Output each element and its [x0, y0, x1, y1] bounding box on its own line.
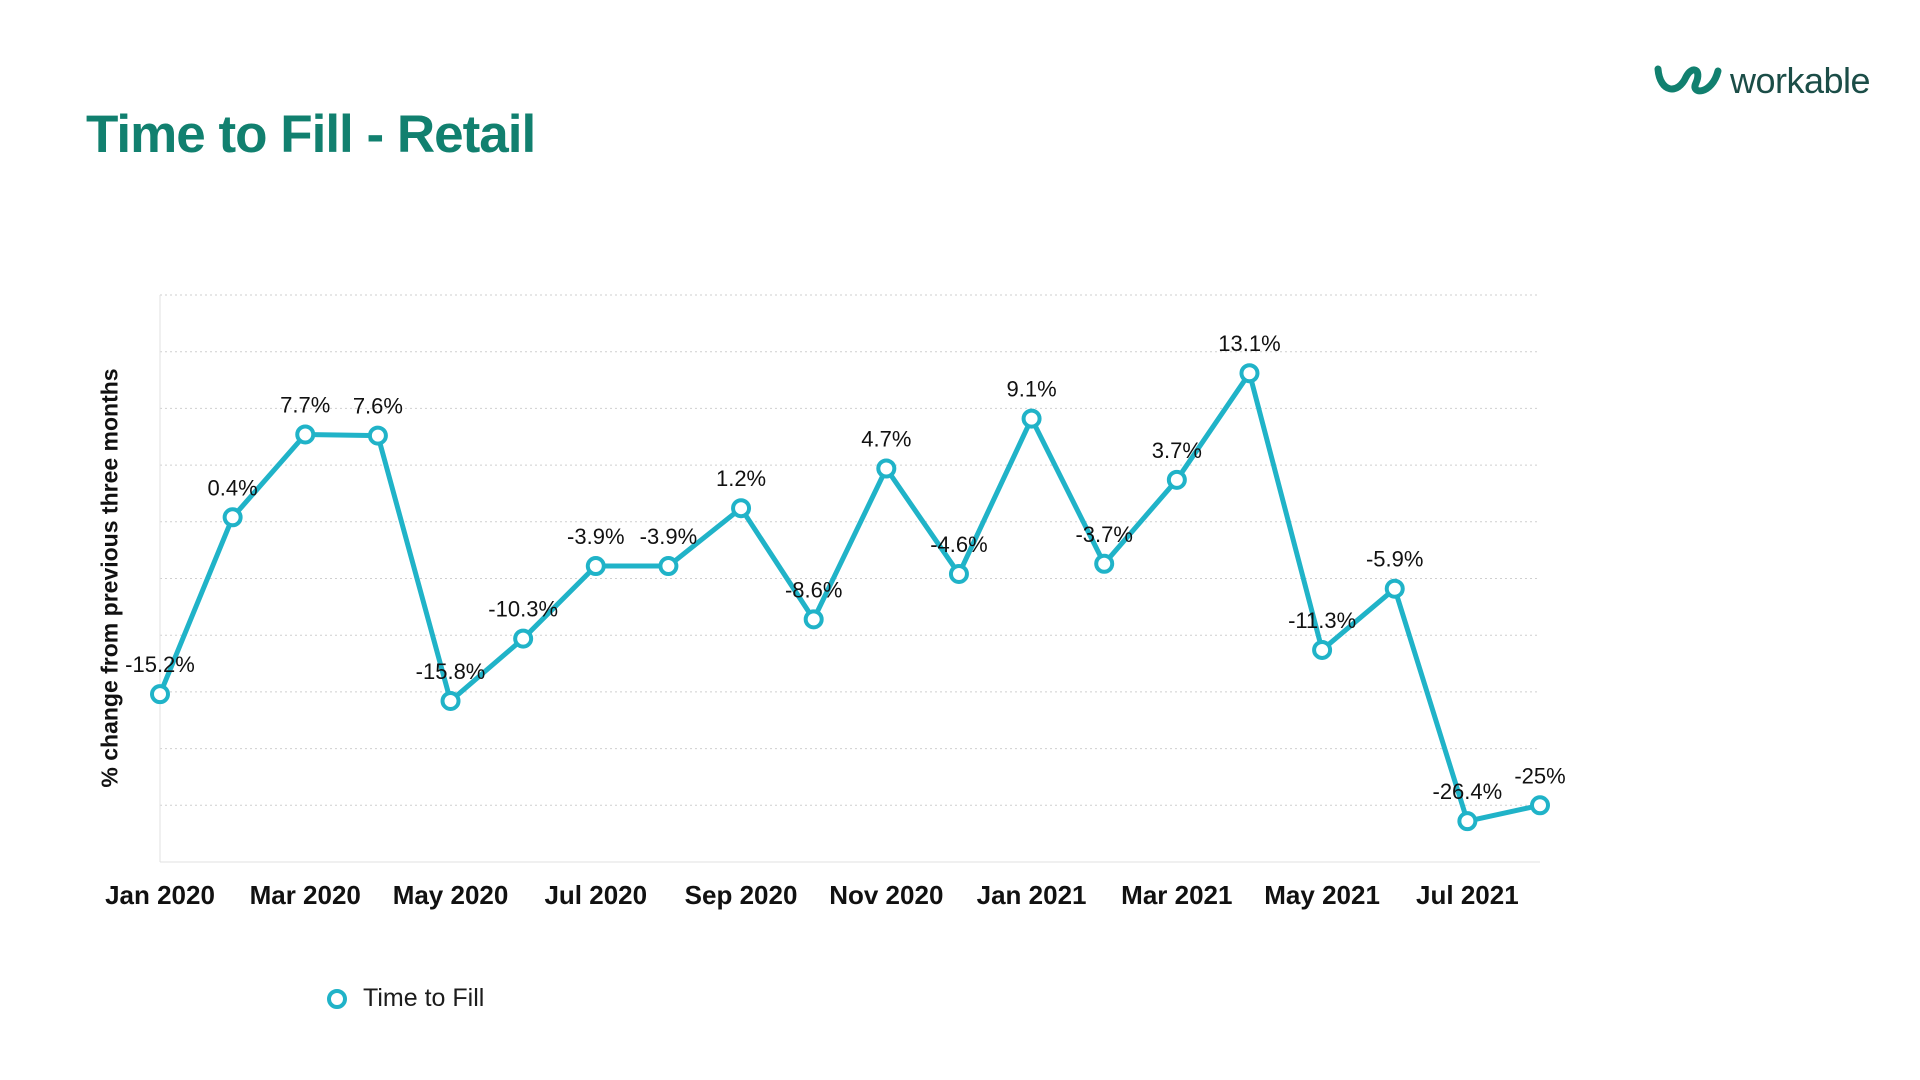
- x-tick-label: Sep 2020: [685, 880, 798, 910]
- data-label: -3.9%: [640, 524, 697, 549]
- data-point: [1239, 363, 1260, 384]
- data-label: -11.3%: [1288, 608, 1356, 633]
- data-point: [222, 507, 243, 528]
- data-point: [1094, 553, 1115, 574]
- legend: Time to Fill: [327, 984, 484, 1013]
- brand-logo: workable: [1654, 60, 1871, 102]
- data-point: [1384, 578, 1405, 599]
- data-point: [731, 498, 752, 519]
- data-label: -15.2%: [125, 652, 195, 677]
- data-point: [948, 563, 969, 584]
- x-tick-label: Mar 2021: [1121, 880, 1232, 910]
- data-point: [1457, 811, 1478, 832]
- data-point: [440, 690, 461, 711]
- data-point: [803, 609, 824, 630]
- data-label: -5.9%: [1366, 547, 1423, 572]
- data-label: -3.7%: [1075, 522, 1132, 547]
- x-tick-label: Jul 2021: [1416, 880, 1519, 910]
- data-point: [295, 424, 316, 445]
- data-point: [1166, 469, 1187, 490]
- data-label: 13.1%: [1218, 331, 1280, 356]
- workable-logo-icon: [1654, 65, 1722, 95]
- brand-name: workable: [1730, 60, 1871, 101]
- data-point: [150, 684, 170, 705]
- data-label: -3.9%: [567, 524, 624, 549]
- data-label: 4.7%: [861, 427, 911, 452]
- chart-title: Time to Fill - Retail: [86, 105, 536, 164]
- x-tick-label: May 2021: [1264, 880, 1380, 910]
- x-tick-label: Nov 2020: [829, 880, 943, 910]
- data-label: 7.6%: [353, 394, 403, 419]
- data-label: -4.6%: [930, 532, 987, 557]
- data-label: -8.6%: [785, 577, 842, 602]
- data-label: -25%: [1514, 763, 1565, 788]
- data-label: 0.4%: [208, 475, 258, 500]
- x-tick-label: Mar 2020: [250, 880, 361, 910]
- data-label: 9.1%: [1007, 377, 1057, 402]
- data-label: -15.8%: [416, 659, 486, 684]
- data-point: [876, 458, 897, 479]
- data-point: [658, 556, 679, 577]
- data-label: 3.7%: [1152, 438, 1202, 463]
- x-tick-label: Jan 2021: [977, 880, 1087, 910]
- series-line-time-to-fill: [157, 370, 1543, 824]
- y-axis-label: % change from previous three months: [96, 368, 123, 788]
- data-point: [367, 425, 388, 446]
- data-point: [1530, 795, 1550, 816]
- legend-marker-time-to-fill: [327, 988, 347, 1009]
- x-tick-label: Jan 2020: [105, 880, 215, 910]
- data-label: -26.4%: [1433, 779, 1503, 804]
- data-point: [1312, 639, 1333, 660]
- data-label: 7.7%: [280, 392, 330, 417]
- legend-label-time-to-fill: Time to Fill: [363, 984, 485, 1012]
- data-point: [585, 556, 606, 577]
- x-tick-label: Jul 2020: [544, 880, 647, 910]
- data-point: [513, 628, 534, 649]
- data-label: -10.3%: [488, 597, 558, 622]
- data-point: [1021, 408, 1042, 429]
- data-label: 1.2%: [716, 466, 766, 491]
- x-tick-label: May 2020: [393, 880, 509, 910]
